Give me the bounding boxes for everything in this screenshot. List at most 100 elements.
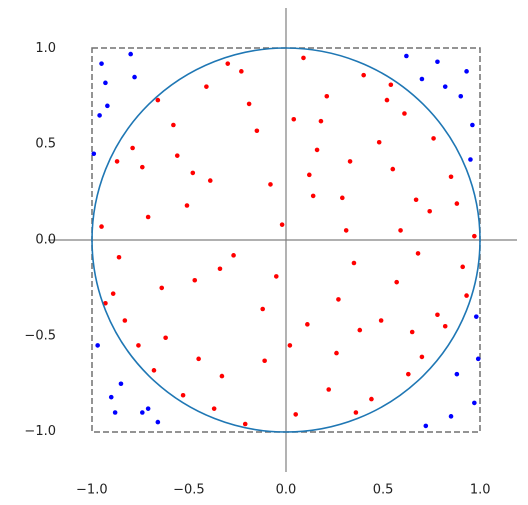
point xyxy=(254,128,260,134)
point xyxy=(262,358,267,364)
point xyxy=(357,327,363,333)
point xyxy=(171,122,176,128)
point xyxy=(145,406,151,411)
x-tick-label: 1.0 xyxy=(470,483,491,498)
point xyxy=(390,166,396,172)
point xyxy=(448,414,454,419)
point xyxy=(435,59,440,65)
y-tick-label: 0.5 xyxy=(35,137,56,152)
point xyxy=(458,93,464,99)
point xyxy=(118,381,124,387)
point xyxy=(293,412,299,417)
point xyxy=(190,170,196,176)
point xyxy=(225,61,231,66)
point xyxy=(151,368,157,373)
point xyxy=(140,164,145,170)
point xyxy=(260,306,266,312)
point xyxy=(155,419,161,425)
point xyxy=(423,423,429,429)
point xyxy=(361,72,366,78)
point xyxy=(318,118,324,124)
point xyxy=(219,373,225,379)
point xyxy=(431,136,436,141)
point xyxy=(340,195,345,201)
point xyxy=(419,354,425,360)
point xyxy=(419,76,425,82)
point xyxy=(122,318,128,323)
point xyxy=(464,69,469,74)
point xyxy=(145,214,151,220)
point xyxy=(310,193,316,199)
point xyxy=(336,297,341,302)
point xyxy=(413,197,419,203)
point xyxy=(132,74,137,80)
x-tick-label: −1.0 xyxy=(76,483,108,498)
point xyxy=(103,300,108,306)
y-tick-label: −0.5 xyxy=(24,328,56,343)
point xyxy=(343,228,349,233)
point xyxy=(273,274,279,279)
point xyxy=(155,97,161,103)
point xyxy=(464,293,469,298)
point xyxy=(409,329,415,335)
point xyxy=(91,151,97,157)
point xyxy=(99,61,104,66)
point xyxy=(415,251,421,256)
point xyxy=(442,323,448,329)
unit-circle xyxy=(91,47,481,433)
point xyxy=(103,80,108,86)
point xyxy=(116,254,122,260)
point xyxy=(231,253,236,258)
point xyxy=(242,421,248,427)
point xyxy=(268,182,273,187)
point xyxy=(388,82,394,88)
point xyxy=(406,371,411,377)
point xyxy=(128,51,133,57)
point xyxy=(307,172,312,178)
point xyxy=(475,356,481,362)
point xyxy=(180,392,186,398)
point xyxy=(196,356,201,362)
point xyxy=(287,343,293,348)
point xyxy=(305,322,310,327)
y-tick-label: 0.0 xyxy=(35,233,56,248)
point xyxy=(376,139,382,145)
point xyxy=(301,55,306,61)
point xyxy=(473,314,479,319)
point xyxy=(97,113,102,118)
y-tick-label: −1.0 xyxy=(24,424,56,439)
point xyxy=(468,157,473,162)
point xyxy=(279,222,285,227)
point xyxy=(353,410,359,415)
point xyxy=(95,343,100,348)
point xyxy=(108,394,114,400)
point xyxy=(427,208,432,214)
point xyxy=(207,178,213,183)
point xyxy=(398,228,403,233)
point xyxy=(472,233,477,239)
point xyxy=(105,103,110,109)
point xyxy=(351,260,357,266)
point xyxy=(454,201,460,206)
point xyxy=(404,53,409,59)
point xyxy=(114,159,120,164)
point xyxy=(442,84,448,89)
point xyxy=(204,84,209,89)
point xyxy=(174,153,180,158)
point xyxy=(217,266,223,272)
point xyxy=(454,371,460,377)
point xyxy=(369,396,374,402)
point xyxy=(136,343,141,348)
point xyxy=(246,101,252,107)
point xyxy=(192,277,198,283)
point xyxy=(110,291,116,296)
point xyxy=(99,224,104,229)
point xyxy=(334,350,339,356)
x-tick-label: 0.0 xyxy=(276,483,297,498)
x-tick-label: 0.5 xyxy=(373,483,394,498)
point xyxy=(460,264,465,270)
x-tick-label: −0.5 xyxy=(173,483,205,498)
point xyxy=(211,406,217,411)
y-tick-label: 1.0 xyxy=(35,41,56,56)
